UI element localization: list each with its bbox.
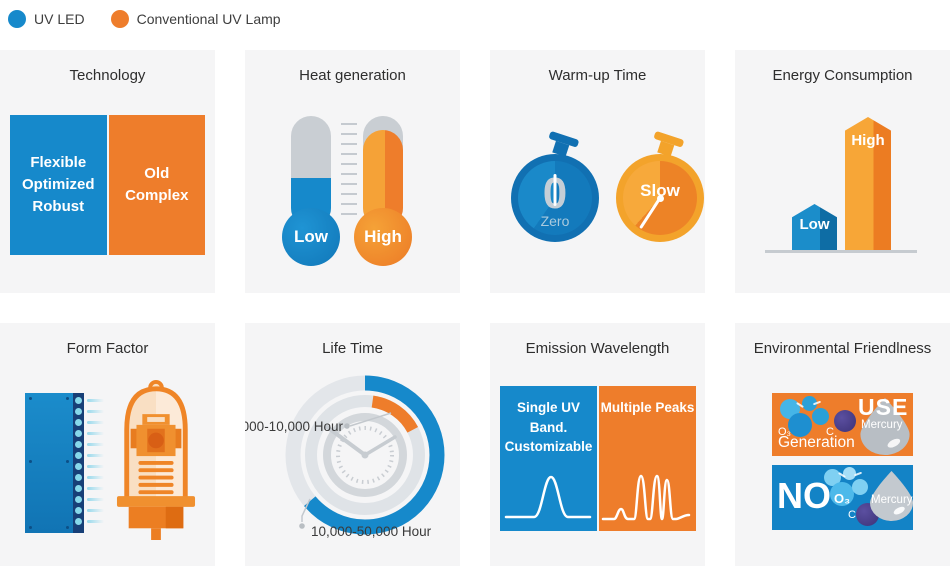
warmup-lamp-label: Slow — [640, 181, 680, 200]
energy-lamp-label: High — [851, 132, 885, 149]
technology-led-line: Flexible — [30, 154, 87, 172]
thermometer-scale-ticks — [341, 123, 357, 223]
single-peak-curve — [504, 475, 592, 519]
uv-led-dot-icon — [8, 10, 26, 28]
panel-form-factor: Form Factor — [0, 323, 215, 566]
callout-line-led — [301, 498, 311, 522]
mercury-drop-icon — [860, 398, 910, 455]
panel-title-heat-generation: Heat generation — [299, 67, 406, 84]
energy-bar-led: Low — [792, 204, 837, 253]
emission-led-box: Single UV Band. Customizable — [500, 386, 597, 531]
panel-energy-consumption: Energy Consumption Low High — [735, 50, 950, 293]
panel-title-warmup-time: Warm-up Time — [548, 67, 647, 84]
technology-led-line: Robust — [32, 197, 85, 215]
stopwatch-led-icon: 0 Zero — [511, 154, 599, 242]
comparison-grid: Technology Flexible Optimized Robust Old… — [0, 50, 950, 566]
ozone-molecule-icon — [812, 408, 829, 425]
environment-lamp-banner: O₃ C Generation USE Mercury — [772, 393, 913, 456]
panel-title-life-time: Life Time — [322, 340, 383, 357]
technology-lamp-line: Complex — [125, 187, 189, 204]
technology-led-box: Flexible Optimized Robust — [10, 115, 107, 255]
mercury-label: Mercury — [861, 419, 903, 431]
multi-peak-curve — [601, 474, 691, 521]
emission-led-line: Single UV Band. — [516, 400, 580, 435]
legend: UV LED Conventional UV Lamp — [0, 0, 950, 50]
ozone-label: O₃ — [778, 426, 792, 438]
thermometer-led-bulb: Low — [282, 208, 340, 266]
panel-life-time: Life Time 2,000-10,000 Hour 10,000-50,00… — [245, 323, 460, 566]
use-label: USE — [858, 394, 909, 420]
ozone-molecule-icon — [852, 479, 868, 495]
technology-lamp-line: Old — [144, 165, 170, 183]
uv-lamp-bulb-icon — [116, 379, 196, 540]
lifetime-dial-chart: 2,000-10,000 Hour 10,000-50,000 Hour — [245, 375, 445, 539]
stopwatch-lamp-icon: Slow — [616, 154, 704, 242]
lifetime-led-label: 10,000-50,000 Hour — [311, 524, 432, 539]
clock-hand-long — [325, 425, 367, 457]
ozone-molecule-icon — [802, 396, 817, 411]
warmup-led-label: Zero — [540, 213, 570, 229]
carbon-label: C — [848, 509, 856, 521]
stopwatch-led-needle — [553, 174, 557, 206]
clock-hand-short — [363, 435, 397, 457]
panel-technology: Technology Flexible Optimized Robust Old… — [0, 50, 215, 293]
energy-baseline — [765, 250, 917, 253]
no-label: NO — [777, 475, 831, 516]
uv-lamp-dot-icon — [110, 10, 129, 28]
ozone-molecule-icon — [843, 467, 856, 480]
emission-lamp-line: Multiple Peaks — [600, 400, 695, 415]
panel-title-environmental: Environmental Friendlness — [753, 340, 932, 357]
panel-title-energy-consumption: Energy Consumption — [772, 67, 913, 84]
emission-led-line: Customizable — [504, 439, 593, 455]
stopwatch-lamp-needle — [639, 197, 662, 230]
led-board — [25, 393, 73, 533]
callout-line-lamp — [349, 412, 392, 427]
energy-bar-lamp: High — [845, 117, 891, 253]
heat-lamp-label: High — [364, 227, 402, 246]
panel-heat-generation: Heat generation Low High — [245, 50, 460, 293]
carbon-molecule-icon — [834, 410, 856, 432]
technology-comparison: Flexible Optimized Robust Old Complex — [10, 115, 205, 255]
legend-label-uv-led: UV LED — [34, 11, 85, 27]
lifetime-lamp-arc — [305, 395, 425, 515]
ozone-molecule-icon — [830, 482, 854, 506]
ozone-molecule-icon — [824, 469, 841, 486]
energy-led-label: Low — [799, 216, 830, 233]
environment-led-banner: NO O₃ C Mercury — [772, 465, 913, 530]
legend-label-uv-lamp: Conventional UV Lamp — [136, 11, 281, 27]
stopwatch-led-face: 0 Zero — [518, 161, 592, 235]
emission-lamp-box: Multiple Peaks — [599, 386, 696, 531]
emission-comparison: Single UV Band. Customizable Multiple Pe… — [500, 386, 696, 531]
thermometer-lamp-bulb: High — [354, 208, 412, 266]
mercury-label: Mercury — [871, 494, 913, 506]
mercury-drop-icon — [870, 471, 913, 521]
panel-title-form-factor: Form Factor — [66, 340, 149, 357]
technology-led-line: Optimized — [21, 176, 95, 194]
lifetime-lamp-label: 2,000-10,000 Hour — [245, 419, 343, 434]
generation-label: Generation — [778, 434, 855, 451]
ozone-molecule-icon — [788, 413, 812, 437]
stopwatch-lamp-face: Slow — [623, 161, 697, 235]
ozone-label: O₃ — [834, 491, 851, 506]
stopwatch-lamp-hub — [656, 194, 664, 202]
panel-title-emission-wavelength: Emission Wavelength — [525, 340, 670, 357]
technology-lamp-box: Old Complex — [108, 115, 205, 255]
panel-title-technology: Technology — [69, 67, 146, 84]
carbon-label: C — [826, 426, 834, 438]
led-module-icon — [25, 393, 105, 533]
panel-environmental: Environmental Friendlness O₃ C Generatio… — [735, 323, 950, 566]
lifetime-led-arc — [285, 375, 445, 535]
heat-led-label: Low — [294, 227, 328, 246]
panel-emission-wavelength: Emission Wavelength Single UV Band. Cust… — [490, 323, 705, 566]
panel-warmup-time: Warm-up Time 0 Zero Slow — [490, 50, 705, 293]
